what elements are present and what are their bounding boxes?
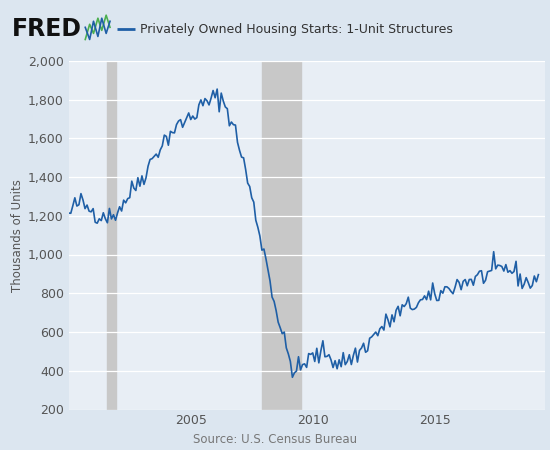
Text: FRED: FRED: [12, 17, 82, 41]
Text: Source: U.S. Census Bureau: Source: U.S. Census Bureau: [193, 433, 357, 446]
Text: Privately Owned Housing Starts: 1-Unit Structures: Privately Owned Housing Starts: 1-Unit S…: [140, 22, 453, 36]
Bar: [107, 61, 116, 410]
Bar: [262, 61, 300, 410]
Y-axis label: Thousands of Units: Thousands of Units: [11, 179, 24, 292]
